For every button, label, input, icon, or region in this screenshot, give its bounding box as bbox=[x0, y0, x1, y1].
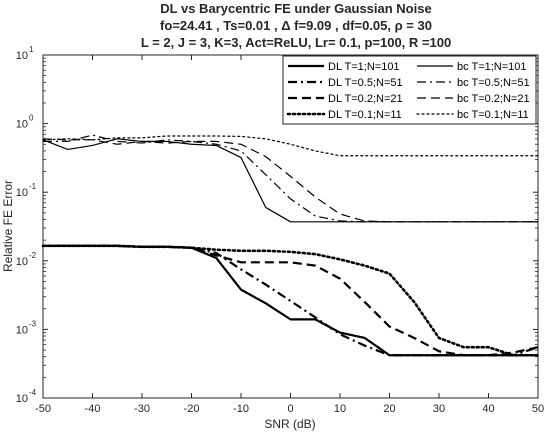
legend-entry-label: DL T=0.5;N=51 bbox=[328, 77, 403, 89]
x-tick-label: 10 bbox=[334, 403, 346, 415]
x-tick-label: 30 bbox=[433, 403, 445, 415]
series-line-8 bbox=[42, 135, 539, 157]
series-lines bbox=[41, 134, 540, 357]
legend-entry-label: DL T=0.1;N=11 bbox=[328, 109, 402, 121]
legend-entry-label: DL T=0.2;N=21 bbox=[328, 93, 403, 105]
y-tick-label: 10 bbox=[16, 324, 28, 336]
y-tick-label-base: 10 bbox=[16, 256, 28, 268]
x-tick-label: -30 bbox=[134, 403, 150, 415]
y-tick-label-exponent: 1 bbox=[29, 45, 34, 54]
y-tick-label-base: 10 bbox=[16, 324, 28, 336]
y-tick-label: 10 bbox=[16, 119, 28, 131]
chart-subtitle-1: fo=24.41 , Ts=0.01 , Δ f=9.09 , df=0.05,… bbox=[160, 18, 432, 33]
legend: DL T=1;N=101 DL T=0.5;N=51 DL T=0.2;N=21 DL… bbox=[282, 55, 537, 125]
series-line-4 bbox=[41, 244, 540, 357]
legend-entry-label: bc T=1;N=101 bbox=[457, 61, 527, 73]
x-axis: -50 -40 -30 -20 -10 0 10 20 30 40 50 bbox=[35, 55, 544, 415]
legend-entry-label: bc T=0.5;N=51 bbox=[457, 77, 530, 89]
x-tick-label: -20 bbox=[184, 403, 200, 415]
x-tick-label: -40 bbox=[85, 403, 101, 415]
legend-entry-label: bc T=0.1;N=11 bbox=[457, 109, 529, 121]
y-tick-label-exponent: 0 bbox=[29, 114, 34, 123]
y-tick-label-exponent: -3 bbox=[29, 319, 37, 328]
legend-box bbox=[282, 55, 537, 125]
y-tick-label-base: 10 bbox=[16, 50, 28, 62]
x-axis-label: SNR (dB) bbox=[264, 417, 315, 431]
y-tick-label-base: 10 bbox=[16, 119, 28, 131]
x-tick-label: -50 bbox=[35, 403, 51, 415]
y-tick-label-exponent: -4 bbox=[29, 388, 37, 397]
y-tick-label-exponent: -1 bbox=[29, 182, 37, 191]
y-axis-label: Relative FE Error bbox=[1, 180, 15, 272]
series-line-7 bbox=[42, 138, 538, 223]
y-tick-label: 10 bbox=[16, 256, 28, 268]
legend-entry-label: bc T=0.2;N=21 bbox=[457, 93, 530, 105]
y-tick-label-base: 10 bbox=[16, 393, 28, 405]
x-tick-label: 20 bbox=[383, 403, 395, 415]
chart-title: DL vs Barycentric FE under Gaussian Nois… bbox=[160, 1, 431, 16]
x-tick-label: -10 bbox=[233, 403, 249, 415]
y-tick-label-base: 10 bbox=[16, 187, 28, 199]
legend-entry-label: DL T=1;N=101 bbox=[328, 61, 400, 73]
x-tick-label: 40 bbox=[482, 403, 494, 415]
x-tick-label: 50 bbox=[532, 403, 544, 415]
y-tick-label: 10 bbox=[16, 393, 28, 405]
x-tick-label: 0 bbox=[287, 403, 293, 415]
y-tick-label-exponent: -2 bbox=[29, 251, 37, 260]
y-tick-label: 10 bbox=[16, 50, 28, 62]
chart-subtitle-2: L = 2, J = 3, K=3, Act=ReLU, Lr= 0.1, p=… bbox=[141, 35, 451, 50]
y-tick-label: 10 bbox=[16, 187, 28, 199]
